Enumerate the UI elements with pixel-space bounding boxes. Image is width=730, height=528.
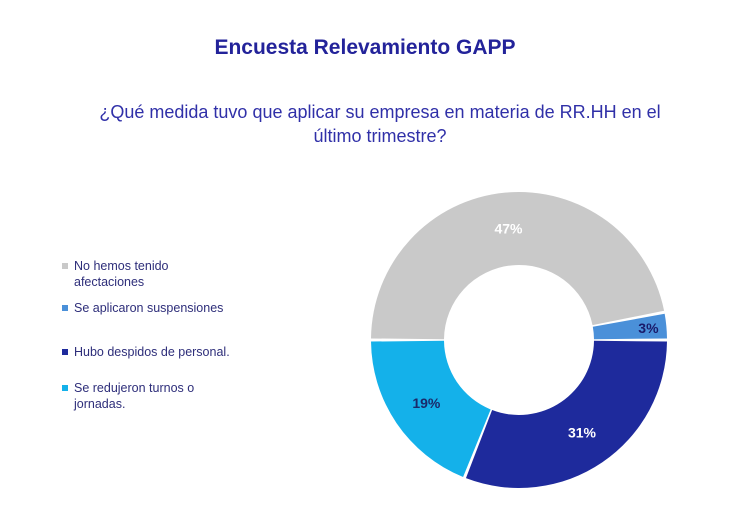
legend-item-suspensiones: Se aplicaron suspensiones (62, 300, 322, 316)
slice-turnos (371, 340, 491, 478)
chart-subtitle: ¿Qué medida tuvo que aplicar su empresa … (99, 102, 661, 146)
legend-label: Se redujeron turnos o jornadas. (74, 381, 195, 411)
legend-item-no-afectaciones: No hemos tenido afectaciones (62, 258, 322, 290)
slice-no-afectaciones (371, 191, 665, 340)
legend-swatch (62, 263, 68, 269)
legend-swatch (62, 305, 68, 311)
slice-value-label: 47% (494, 220, 523, 236)
legend-swatch (62, 349, 68, 355)
slice-value-label: 31% (568, 425, 597, 441)
legend-label: Hubo despidos de personal. (74, 345, 230, 359)
legend-item-despidos: Hubo despidos de personal. (62, 344, 322, 360)
legend-item-turnos: Se redujeron turnos o jornadas. (62, 380, 322, 412)
legend-label: Se aplicaron suspensiones (74, 301, 224, 315)
slice-suspensiones (592, 313, 667, 340)
legend-swatch (62, 385, 68, 391)
chart-title: Encuesta Relevamiento GAPP (214, 36, 516, 59)
slice-despidos (465, 340, 667, 488)
slice-value-label: 19% (412, 395, 441, 411)
legend-label: No hemos tenido afectaciones (74, 259, 169, 289)
slice-value-label: 3% (638, 320, 659, 336)
